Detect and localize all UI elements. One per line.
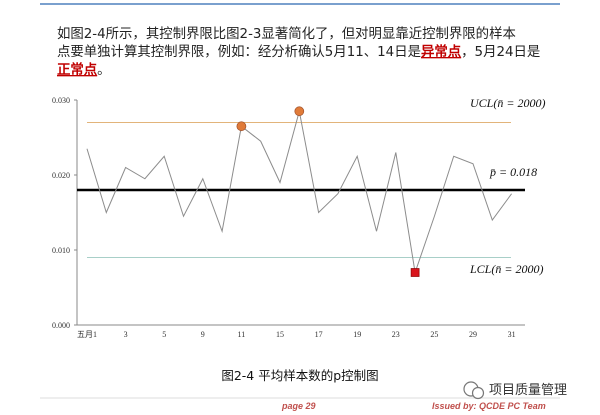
x-tick-label: 19 xyxy=(353,330,361,339)
abnormal-point xyxy=(294,106,305,117)
wechat-icon xyxy=(471,386,485,400)
x-tick-label: 25 xyxy=(430,330,438,339)
intro-text: ，5月24日是 xyxy=(461,45,540,60)
x-tick-label: 17 xyxy=(315,330,323,339)
x-tick-label: 5 xyxy=(162,330,166,339)
x-tick-label: 29 xyxy=(469,330,477,339)
reference-label: UCL(n̄ = 2000) xyxy=(470,96,545,110)
x-tick-label: 11 xyxy=(238,330,246,339)
x-tick-label: 9 xyxy=(201,330,205,339)
issued-by: Issued by: QCDE PC Team xyxy=(432,401,546,411)
intro-text: 点要单独计算其控制界限，例如：经分析确认5月11、14日是 xyxy=(57,44,421,60)
y-tick-label: 0.020 xyxy=(52,171,70,180)
intro-line: 点要单独计算其控制界限，例如：经分析确认5月11、14日是异常点，5月24日是 xyxy=(57,43,540,60)
watermark: 项目质量管理 xyxy=(463,381,567,400)
emphasis-text: 异常点 xyxy=(421,43,462,60)
page-number: page 29 xyxy=(281,401,316,411)
normal-point xyxy=(410,268,420,277)
y-tick-label: 0.030 xyxy=(52,96,70,105)
caption: 图2-4 平均样本数的p控制图 xyxy=(221,368,378,383)
intro-text: 。 xyxy=(97,63,110,78)
intro-text: 如图2-4所示，其控制界限比图2-3显著简化了，但对明显靠近控制界限的样本 xyxy=(57,25,516,42)
intro-line: 正常点。 xyxy=(57,61,111,78)
intro-line: 如图2-4所示，其控制界限比图2-3显著简化了，但对明显靠近控制界限的样本 xyxy=(57,25,516,42)
x-tick-label: 23 xyxy=(392,330,400,339)
watermark-text: 项目质量管理 xyxy=(489,383,567,398)
x-tick-label: 15 xyxy=(276,330,284,339)
y-tick-label: 0.000 xyxy=(52,321,70,330)
x-tick-label: 31 xyxy=(508,330,516,339)
emphasis-text: 正常点 xyxy=(57,61,98,78)
x-tick-label: 3 xyxy=(124,330,128,339)
data-line xyxy=(86,111,513,273)
reference-label: p̄ = 0.018 xyxy=(489,165,537,179)
abnormal-point xyxy=(236,121,247,132)
y-tick-label: 0.010 xyxy=(52,246,70,255)
x-tick-label: 五月1 xyxy=(77,330,97,339)
reference-label: LCL(n̄ = 2000) xyxy=(469,262,543,276)
